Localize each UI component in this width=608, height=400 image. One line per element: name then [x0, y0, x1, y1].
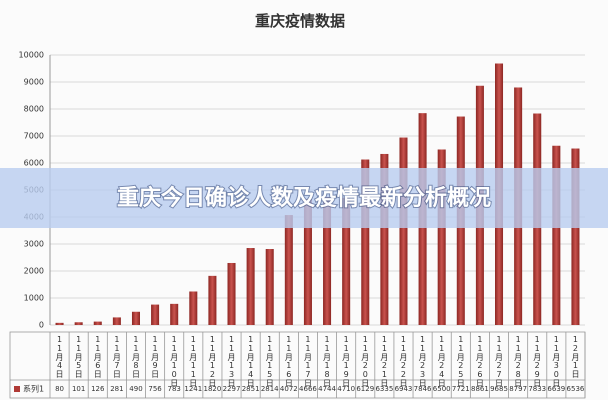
- value-label: 4666: [299, 385, 317, 393]
- x-tick-label: 11月28日: [514, 335, 523, 388]
- value-label: 2814: [261, 385, 279, 393]
- value-label: 6639: [547, 385, 565, 393]
- x-tick-label: 11月30日: [552, 335, 561, 388]
- x-tick-label: 11月24日: [437, 335, 446, 388]
- y-tick-label: 10000: [19, 51, 44, 60]
- bar: [208, 275, 217, 325]
- x-tick-label: 11月29日: [533, 335, 542, 388]
- bar: [170, 303, 179, 325]
- bar: [552, 145, 561, 325]
- bar: [151, 304, 160, 325]
- value-label: 6943: [395, 385, 413, 393]
- x-tick-label: 11月27日: [495, 335, 504, 388]
- value-label: 6500: [433, 385, 451, 393]
- value-label: 101: [72, 385, 85, 393]
- value-label: 281: [110, 385, 123, 393]
- x-tick-label: 11月10日: [170, 335, 179, 388]
- value-label: 490: [129, 385, 142, 393]
- bar: [189, 291, 198, 325]
- bar: [93, 321, 102, 325]
- value-label: 4072: [280, 385, 298, 393]
- chart-title: 重庆疫情数据: [255, 12, 345, 30]
- y-tick-label: 9000: [24, 78, 44, 87]
- x-tick-label: 11月16日: [284, 335, 293, 388]
- value-label: 4744: [318, 385, 336, 393]
- x-tick-label: 11月9日: [151, 335, 160, 379]
- value-label: 7721: [452, 385, 470, 393]
- x-tick-label: 11月20日: [361, 335, 370, 388]
- bar: [112, 317, 121, 325]
- value-label: 4710: [337, 385, 355, 393]
- y-tick-label: 1000: [24, 294, 44, 303]
- x-tick-label: 11月26日: [475, 335, 484, 388]
- bar: [380, 153, 389, 325]
- value-label: 6335: [375, 385, 393, 393]
- value-label: 7833: [528, 385, 546, 393]
- value-label: 2851: [242, 385, 260, 393]
- bar: [246, 248, 255, 325]
- x-tick-label: 11月13日: [227, 335, 236, 388]
- x-tick-label: 11月23日: [418, 335, 427, 388]
- value-label: 6536: [567, 385, 585, 393]
- bar: [571, 148, 580, 325]
- x-tick-label: 11月15日: [265, 335, 274, 388]
- y-tick-label: 2000: [24, 267, 44, 276]
- x-tick-label: 11月14日: [246, 335, 255, 388]
- value-label: 1820: [203, 385, 221, 393]
- value-label: 7846: [414, 385, 432, 393]
- x-tick-label: 11月19日: [342, 335, 351, 388]
- x-tick-label: 11月21日: [380, 335, 389, 388]
- banner-title: 重庆今日确诊人数及疫情最新分析概况: [117, 185, 491, 211]
- bar: [265, 249, 274, 325]
- value-label: 783: [168, 385, 181, 393]
- y-tick-label: 8000: [24, 105, 44, 114]
- x-tick-label: 11月5日: [74, 335, 83, 379]
- bar: [323, 196, 332, 325]
- value-label: 8861: [471, 385, 489, 393]
- x-tick-label: 11月12日: [208, 335, 217, 388]
- bar: [342, 197, 351, 325]
- value-label: 756: [148, 385, 162, 393]
- value-label: 1241: [184, 385, 202, 393]
- bar: [74, 322, 83, 325]
- x-tick-label: 11月18日: [323, 335, 332, 388]
- legend-label: 系列1: [23, 384, 44, 394]
- value-label: 8797: [509, 385, 527, 393]
- value-label: 126: [91, 385, 105, 393]
- y-tick-label: 7000: [24, 132, 44, 141]
- y-tick-label: 0: [39, 321, 44, 330]
- x-tick-label: 11月6日: [93, 335, 102, 379]
- value-label: 6129: [356, 385, 374, 393]
- x-tick-label: 11月8日: [131, 335, 140, 379]
- x-tick-label: 11月11日: [189, 335, 198, 388]
- y-tick-label: 3000: [24, 240, 44, 249]
- y-tick-label: 6000: [24, 159, 44, 168]
- x-tick-label: 11月7日: [112, 335, 121, 379]
- x-tick-label: 11月17日: [303, 335, 312, 388]
- bar: [361, 159, 370, 325]
- bar: [303, 199, 312, 325]
- bar: [399, 137, 408, 325]
- bar: [284, 215, 293, 325]
- value-label: 2297: [223, 385, 241, 393]
- legend-swatch: [14, 386, 20, 392]
- x-tick-label: 11月25日: [456, 335, 465, 388]
- bar: [131, 311, 140, 325]
- bar: [55, 322, 64, 325]
- x-tick-label: 12月1日: [571, 335, 580, 379]
- bar: [437, 149, 446, 325]
- x-tick-label: 11月22日: [399, 335, 408, 388]
- bar: [227, 262, 236, 325]
- value-label: 9685: [490, 385, 508, 393]
- x-tick-label: 11月4日: [55, 335, 64, 379]
- banner-band: [0, 168, 608, 228]
- value-label: 80: [55, 385, 64, 393]
